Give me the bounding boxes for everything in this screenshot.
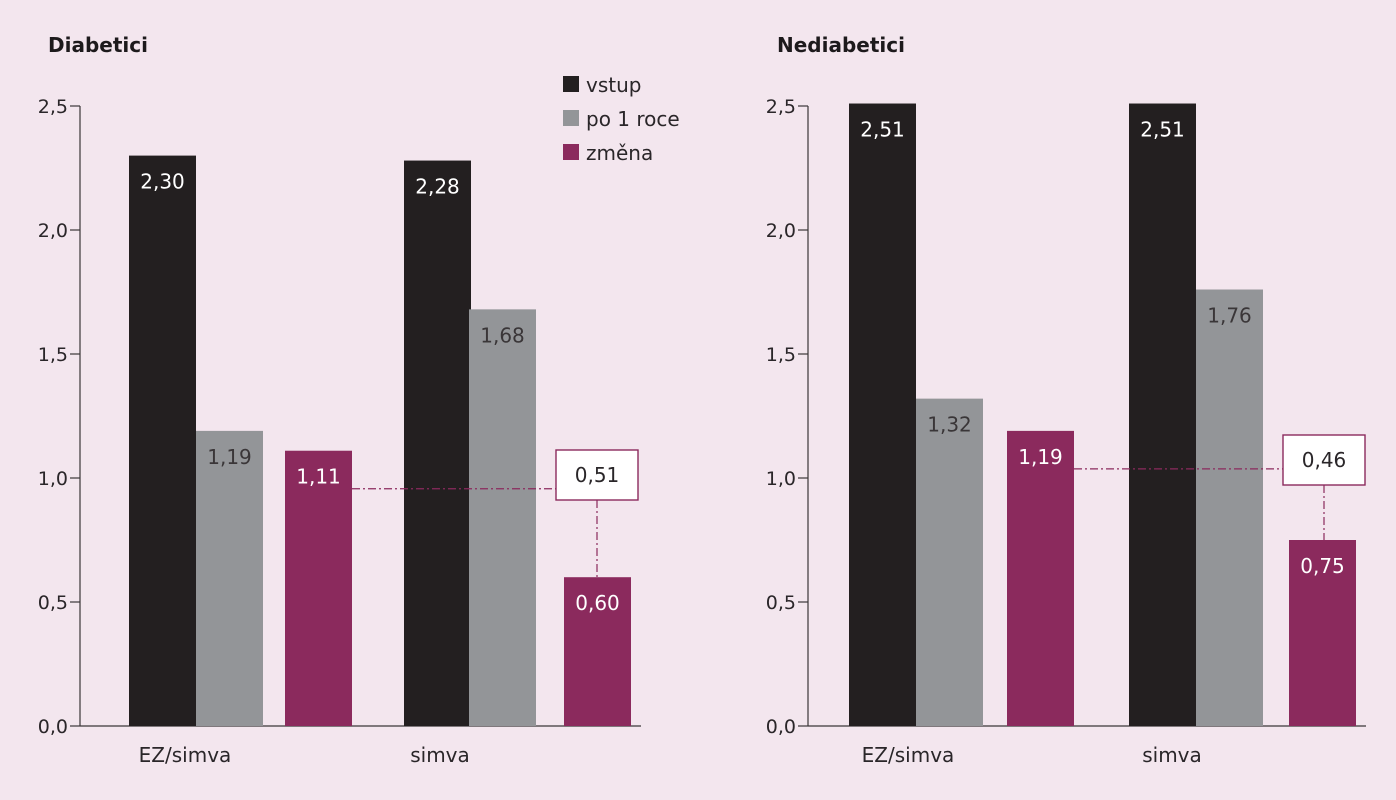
legend-swatch-zmena	[563, 144, 579, 160]
bar-po-1-roce-EZ/simva	[916, 398, 983, 726]
x-category-label: simva	[1142, 743, 1202, 767]
bar-změna-simva	[1289, 540, 1356, 726]
legend-swatch-vstup	[563, 76, 579, 92]
difference-box	[1282, 434, 1366, 486]
bar-po-1-roce-EZ/simva	[196, 430, 263, 726]
difference-label: 0,46	[1302, 448, 1347, 472]
legend-label-vstup: vstup	[586, 73, 641, 97]
bar-vstup-EZ/simva	[849, 103, 916, 726]
y-tick-label: 1,5	[766, 344, 796, 366]
bar-vstup-simva	[404, 160, 471, 726]
bar-value-label: 0,75	[1300, 554, 1345, 578]
legend-swatch-po-1-roce	[563, 110, 579, 126]
bar-změna-simva	[564, 577, 631, 726]
bar-po-1-roce-simva	[1196, 289, 1263, 726]
bar-value-label: 2,51	[1140, 118, 1185, 142]
panel-diabetici: 0,0 0,5 1,0 1,5 2,0 2,5 2,30 2,28 1,19 1,68 1,11 0,…	[38, 96, 641, 767]
x-category-label: EZ/simva	[139, 743, 232, 767]
y-tick-label: 2,5	[38, 96, 68, 118]
bar-value-label: 2,28	[415, 175, 460, 199]
bar-value-label: 1,19	[207, 445, 252, 469]
difference-box	[555, 449, 639, 501]
legend-label-zmena: změna	[586, 141, 653, 165]
bar-změna-EZ/simva	[1007, 430, 1074, 726]
y-tick-label: 0,0	[766, 716, 796, 738]
panel-nediabetici: 0,0 0,5 1,0 1,5 2,0 2,5 2,51 2,51 1,32 1,76 1,19 0,…	[766, 96, 1366, 767]
bar-value-label: 2,51	[860, 118, 905, 142]
x-category-label: EZ/simva	[862, 743, 955, 767]
y-tick-label: 1,5	[38, 344, 68, 366]
bar-vstup-simva	[1129, 103, 1196, 726]
bar-value-label: 1,76	[1207, 304, 1252, 328]
x-category-label: simva	[410, 743, 470, 767]
bar-value-label: 1,11	[296, 465, 341, 489]
bar-value-label: 1,32	[927, 413, 972, 437]
y-tick-label: 0,5	[766, 592, 796, 614]
bar-value-label: 1,68	[480, 323, 525, 347]
panel-title-nediabetici: Nediabetici	[777, 33, 905, 57]
bar-změna-EZ/simva	[285, 450, 352, 726]
y-tick-label: 2,0	[38, 220, 68, 242]
y-tick-label: 0,0	[38, 716, 68, 738]
y-tick-label: 0,5	[38, 592, 68, 614]
y-tick-label: 2,0	[766, 220, 796, 242]
bar-value-label: 0,60	[575, 591, 620, 615]
bar-po-1-roce-simva	[469, 309, 536, 726]
y-tick-label: 1,0	[766, 468, 796, 490]
panel-title-diabetici: Diabetici	[48, 33, 148, 57]
legend: vstup po 1 roce změna	[563, 73, 680, 165]
bar-value-label: 2,30	[140, 170, 185, 194]
bar-vstup-EZ/simva	[129, 155, 196, 727]
difference-label: 0,51	[575, 463, 620, 487]
y-tick-label: 2,5	[766, 96, 796, 118]
y-tick-label: 1,0	[38, 468, 68, 490]
bar-value-label: 1,19	[1018, 445, 1063, 469]
legend-label-po-1-roce: po 1 roce	[586, 107, 680, 131]
